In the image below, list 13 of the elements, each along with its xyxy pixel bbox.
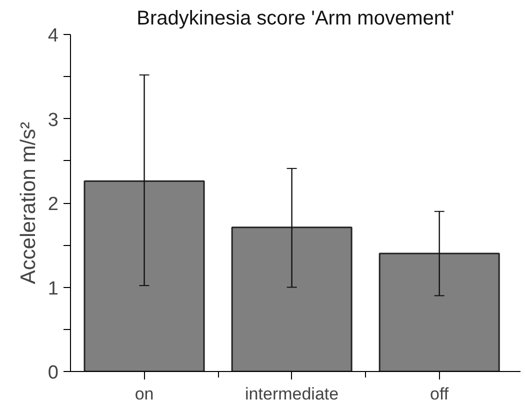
bar — [231, 226, 352, 372]
x-tick-label: on — [134, 384, 154, 404]
bar — [378, 252, 500, 372]
y-tick-label: 0 — [48, 362, 59, 384]
y-tick-label: 3 — [48, 110, 59, 131]
bar — [84, 180, 205, 372]
y-tick-label: 2 — [48, 194, 59, 215]
y-axis-title: Acceleration m/s² — [16, 122, 40, 284]
y-tick-label: 1 — [48, 278, 59, 300]
x-tick-label: intermediate — [245, 384, 339, 404]
x-tick-label: off — [430, 384, 449, 404]
chart-title: Bradykinesia score 'Arm movement' — [136, 8, 454, 30]
y-tick-label: 4 — [48, 26, 59, 46]
